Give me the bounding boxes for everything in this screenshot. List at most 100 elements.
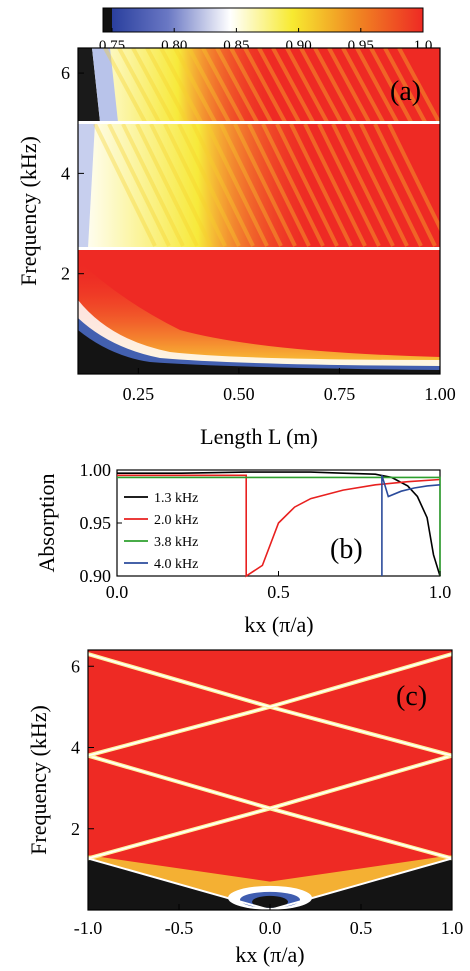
panel-c-band-line [269, 706, 452, 757]
colorbar: 0.75 0.80 0.85 0.90 0.95 1.0 [99, 7, 432, 54]
panel-c-band-line [88, 706, 271, 757]
panel-b-legend-label: 4.0 kHz [154, 557, 198, 572]
panel-b-series-line [381, 475, 441, 576]
panel-a-stripe [149, 123, 213, 247]
panel-a-axes: 0.25 0.50 0.75 1.00 2 4 6 [61, 63, 456, 404]
panel-a-xtick-label: 1.00 [424, 384, 456, 404]
panel-b-legend: 1.3 kHz 2.0 kHz 3.8 kHz 4.0 kHz [124, 491, 198, 572]
panel-a-xtick-label: 0.75 [324, 384, 356, 404]
panel-a-stripe [117, 48, 161, 123]
panel-b-ytick-label: 0.95 [80, 513, 112, 533]
panel-a-stripe [201, 48, 245, 123]
panel-b-ytick-label: 0.90 [80, 566, 112, 586]
panel-a-stripe [107, 123, 171, 247]
panel-c-black-region [88, 858, 452, 910]
panel-a-stripe [327, 48, 371, 123]
panel-b: 1.3 kHz 2.0 kHz 3.8 kHz 4.0 kHz (b) 0.0 0.5 1… [34, 460, 451, 637]
colorbar-gradient [112, 8, 423, 32]
panel-a-stripe [261, 123, 325, 247]
panel-c-xtick-label: 0.5 [350, 918, 373, 938]
panel-b-ylabel: Absorption [34, 474, 59, 573]
panel-c-ytick-label: 4 [71, 738, 80, 758]
panel-c-xlabel: kx (π/a) [235, 942, 304, 967]
panel-a-stripe [135, 123, 199, 247]
panel-a-stripe [247, 123, 311, 247]
panel-a-stripe [215, 48, 259, 123]
panel-a-stripe [387, 123, 440, 233]
panel-c-xtick-label: 1.0 [441, 918, 464, 938]
panel-a-ytick-label: 2 [61, 264, 70, 284]
panel-a-stripe [233, 123, 297, 247]
panel-b-legend-label: 1.3 kHz [154, 491, 198, 506]
band-gap-line-2-5khz [78, 247, 440, 250]
panel-a-frame [77, 47, 441, 375]
panel-b-series-line [117, 476, 441, 576]
panel-a-stripe [103, 48, 147, 123]
panel-a-stripe [345, 123, 409, 247]
panel-a-stripe [275, 123, 339, 247]
panel-b-series-line [117, 471, 441, 577]
panel-a-xtick-label: 0.50 [223, 384, 255, 404]
panel-a-ytick-label: 4 [61, 163, 70, 183]
panel-a-ylabel: Frequency (kHz) [16, 136, 41, 286]
panel-a-stripe [359, 123, 423, 247]
panel-a-stripe [331, 123, 395, 247]
band-gap-line-5khz [78, 121, 440, 124]
panel-c-xtick-label: 0.0 [259, 918, 282, 938]
panel-c-band-line [88, 857, 271, 910]
panel-a-stripe [317, 123, 381, 247]
panel-b-ytick-label: 1.00 [80, 460, 112, 480]
panel-a-stripe [93, 123, 157, 247]
panel-a-stripe [289, 123, 353, 247]
panel-c-label: (c) [396, 681, 427, 712]
panel-c-band-line [88, 754, 271, 810]
panel-c: (c) -1.0 -0.5 0.0 0.5 1.0 2 4 6 kx (π/a) Freque… [26, 649, 463, 967]
panel-c-band-line [269, 807, 452, 860]
colorbar-ticks: 0.75 0.80 0.85 0.90 0.95 1.0 [99, 28, 432, 54]
panel-a-stripe [313, 48, 357, 123]
panel-c-band-lines [88, 652, 452, 910]
panel-b-label: (b) [330, 534, 363, 565]
panel-a-stripe [131, 48, 175, 123]
panel-b-xtick-label: 0.5 [267, 582, 290, 602]
panel-c-edge-glow [88, 855, 452, 908]
panel-b-xtick-label: 1.0 [429, 582, 452, 602]
panel-a-xtick-label: 0.25 [123, 384, 155, 404]
panel-c-heatmap [88, 650, 452, 910]
panel-b-legend-label: 3.8 kHz [154, 535, 198, 550]
panel-a-stripe [369, 48, 413, 123]
colorbar-black-segment [103, 8, 112, 32]
panel-a-stripe [229, 48, 273, 123]
panel-c-xtick-label: -0.5 [165, 918, 194, 938]
panel-a-stripe [145, 48, 189, 123]
panel-c-band-line [88, 653, 271, 708]
panel-a-stripe [173, 48, 217, 123]
panel-a-xlabel: Length L (m) [200, 424, 318, 449]
panel-a-stripe [177, 123, 241, 247]
panel-a-stripe [163, 123, 227, 247]
panel-c-ylabel: Frequency (kHz) [26, 705, 51, 855]
panel-a-stripe [159, 48, 203, 123]
panel-c-band-line [269, 754, 452, 810]
panel-a-stripe [187, 48, 231, 123]
panel-b-xlabel: kx (π/a) [244, 612, 313, 637]
panel-c-axes: -1.0 -0.5 0.0 0.5 1.0 2 4 6 [71, 656, 463, 938]
panel-c-band-line [88, 807, 271, 860]
panel-c-center-black [252, 895, 288, 908]
panel-a-stripe [355, 48, 399, 123]
panel-a-stripe [243, 48, 287, 123]
panel-a-stripe [397, 48, 440, 123]
colorbar-frame [102, 7, 424, 33]
panel-b-axes: 0.0 0.5 1.0 0.90 0.95 1.00 [80, 460, 452, 602]
panel-a-label: (a) [390, 76, 421, 107]
panel-a-stripe [271, 48, 315, 123]
panel-c-ytick-label: 2 [71, 819, 80, 839]
panel-a-oscillation-stripes [93, 48, 440, 247]
panel-a-heatmap [78, 48, 440, 374]
panel-c-band-line [269, 653, 452, 708]
panel-a-stripe [285, 48, 329, 123]
panel-b-xtick-label: 0.0 [106, 582, 129, 602]
panel-c-xtick-label: -1.0 [74, 918, 103, 938]
panel-a-stripe [303, 123, 367, 247]
